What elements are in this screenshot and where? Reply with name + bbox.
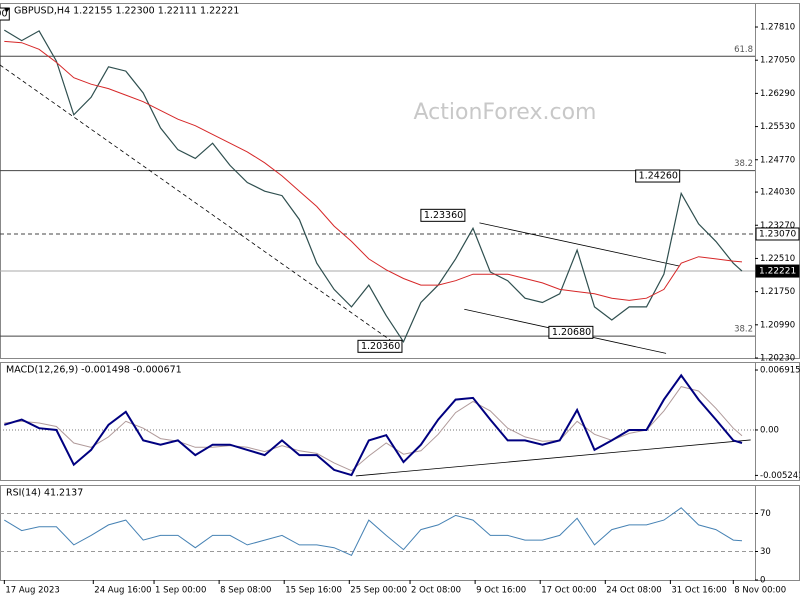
y-tick-label: -0.005241	[760, 471, 800, 481]
level-label: 38.2	[734, 159, 753, 169]
y-tick-label: 1.20990	[760, 320, 795, 330]
plot-area	[0, 507, 755, 556]
series-line	[4, 40, 743, 301]
annotation-label: 1.20360	[361, 341, 400, 352]
series-line	[3, 29, 743, 344]
trend-line	[0, 64, 400, 347]
x-tick-label: 25 Sep 00:00	[350, 586, 407, 596]
plot-area: ActionForex.com 61.8 38.2 38.2 1.27990 1.2336…	[0, 7, 755, 354]
x-tick-label: 24 Oct 08:00	[606, 586, 661, 596]
x-tick-label: 8 Nov 00:00	[734, 586, 786, 596]
price-tag-label: 1.23070	[759, 229, 796, 239]
annotation-box	[635, 169, 681, 183]
price-tag	[755, 227, 800, 241]
x-tick-label: 15 Sep 16:00	[285, 586, 342, 596]
level-label: 38.2	[734, 325, 753, 335]
x-tick-label: 17 Oct 00:00	[541, 586, 596, 596]
y-tick-label: 70	[760, 509, 771, 519]
annotation-box	[357, 339, 403, 353]
annotation-label: 1.20680	[552, 327, 591, 338]
watermark: ActionForex.com	[414, 100, 597, 125]
menu-arrow	[4, 8, 10, 12]
y-tick-label: 1.27050	[760, 56, 795, 66]
x-tick-label: 24 Aug 16:00	[94, 586, 151, 596]
x-tick-label: 17 Aug 2023	[5, 586, 59, 596]
y-tick-label: 0	[760, 576, 765, 586]
y-tick-label: 1.23270	[760, 221, 795, 231]
y-tick-label: 1.24030	[760, 188, 795, 198]
annotation-box	[548, 325, 594, 339]
y-tick-label: 30	[760, 547, 771, 557]
level-label: 61.8	[734, 45, 753, 55]
trend-line	[479, 222, 680, 267]
panel-title: RSI(14) 41.2137	[6, 488, 83, 499]
x-tick-label: 9 Oct 16:00	[476, 586, 526, 596]
price-tag-label: 1.22221	[759, 267, 796, 277]
y-tick-label: 1.25530	[760, 122, 795, 132]
x-tick-label: 31 Oct 16:00	[671, 586, 726, 596]
trend-line	[355, 439, 751, 477]
x-tick-label: 8 Sep 08:00	[220, 586, 271, 596]
annotation-label: 1.23360	[424, 210, 463, 221]
series-line	[4, 386, 743, 472]
annotation-box	[0, 7, 10, 21]
x-tick-label: 1 Sep 00:00	[155, 586, 206, 596]
annotation-label: 1.24260	[639, 171, 678, 182]
y-tick-label: 0.006915	[760, 366, 800, 376]
y-tick-label: 1.22510	[760, 254, 795, 264]
x-tick-label: 2 Oct 08:00	[411, 586, 461, 596]
price-tag	[755, 264, 800, 278]
y-tick-label: 1.27810	[760, 23, 795, 33]
y-tick-label: 1.24770	[760, 155, 795, 165]
panel-title: GBPUSD,H4 1.22155 1.22300 1.22111 1.2222…	[14, 6, 239, 17]
panel-title: MACD(12,26,9) -0.001498 -0.000671	[6, 365, 182, 376]
series-line	[4, 373, 743, 477]
series-line	[4, 507, 743, 556]
y-tick-label: 0.00	[760, 425, 779, 435]
y-tick-label: 1.20230	[760, 354, 795, 364]
annotation-box	[420, 208, 466, 222]
y-tick-label: 1.26290	[760, 89, 795, 99]
y-tick-label: 1.21750	[760, 287, 795, 297]
plot-area	[0, 373, 755, 477]
annotation-label: 1.27990	[0, 9, 8, 20]
